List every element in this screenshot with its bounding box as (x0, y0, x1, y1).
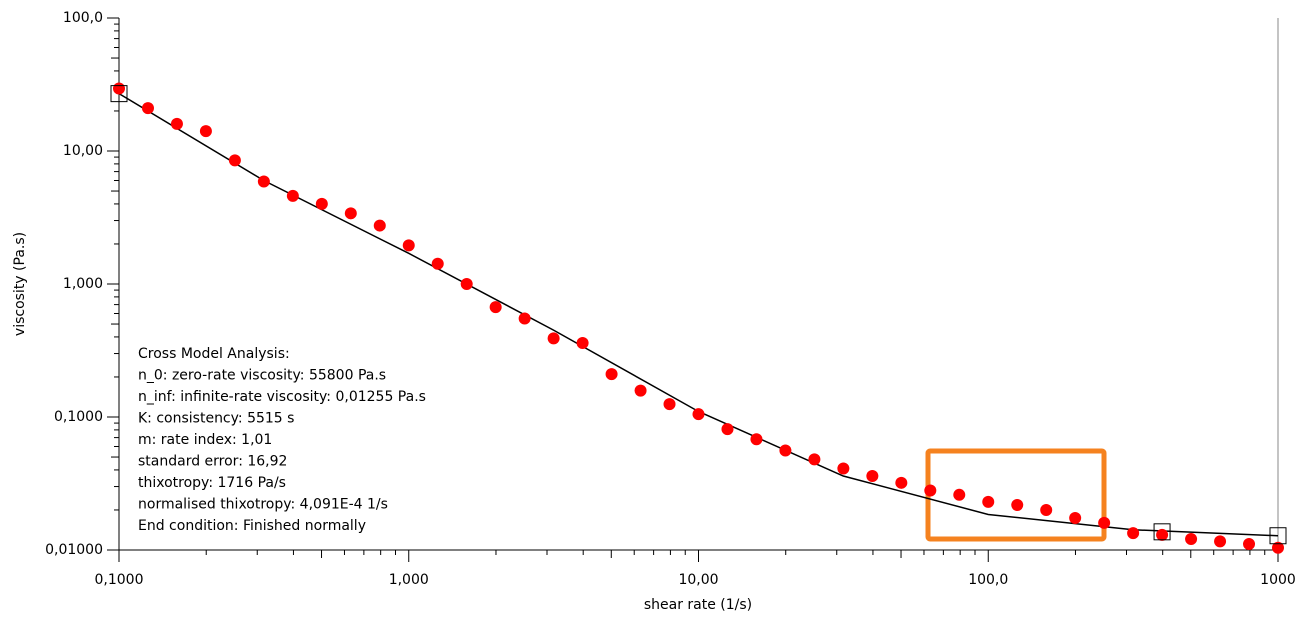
data-point (518, 312, 531, 325)
data-point (982, 495, 995, 508)
data-point (634, 384, 647, 397)
annotation-line: m: rate index: 1,01 (138, 432, 272, 448)
annotation-line: standard error: 16,92 (138, 454, 287, 470)
data-point (1040, 503, 1053, 516)
annotation-line: normalised thixotropy: 4,091E-4 1/s (138, 497, 388, 513)
fit-marker (1153, 523, 1171, 541)
data-point (460, 278, 473, 290)
x-tick-label: 1,000 (389, 572, 429, 588)
data-point (1185, 532, 1198, 545)
y-tick-label: 0,01000 (45, 542, 103, 558)
annotation-line: n_inf: infinite-rate viscosity: 0,01255 … (138, 389, 426, 405)
data-point (721, 423, 734, 436)
data-point (1156, 528, 1169, 541)
data-point (779, 444, 792, 457)
data-point (1011, 498, 1024, 511)
data-point (199, 125, 212, 138)
data-point (1127, 527, 1140, 540)
data-point (344, 207, 357, 220)
data-point (170, 117, 183, 130)
y-tick-label: 0,1000 (54, 409, 103, 425)
data-point (692, 408, 705, 421)
x-tick-label: 0,1000 (95, 572, 144, 588)
data-point (373, 219, 386, 232)
data-point (808, 453, 821, 466)
x-tick-label: 10,00 (678, 572, 718, 588)
data-point (402, 239, 415, 252)
data-point (547, 332, 560, 345)
data-point (228, 154, 241, 167)
data-point (866, 470, 879, 483)
y-tick-label: 100,0 (63, 10, 103, 26)
data-point (431, 257, 444, 270)
data-point (1214, 535, 1227, 548)
annotation-line: End condition: Finished normally (138, 518, 366, 534)
y-tick-label: 1,000 (63, 276, 103, 292)
data-point (489, 301, 502, 314)
data-point (605, 368, 618, 381)
data-point (1098, 516, 1111, 529)
annotation-line: thixotropy: 1716 Pa/s (138, 475, 286, 491)
annotation-line: n_0: zero-rate viscosity: 55800 Pa.s (138, 368, 386, 384)
x-tick-label: 1000 (1260, 572, 1296, 588)
data-point (837, 462, 850, 475)
y-axis-label: viscosity (Pa.s) (12, 232, 28, 336)
data-point (1069, 512, 1082, 525)
data-point (141, 102, 154, 115)
data-point (895, 476, 908, 489)
data-point (286, 189, 299, 202)
fit-marker (110, 85, 128, 103)
data-point (1272, 541, 1284, 554)
data-point (953, 488, 966, 501)
data-point (1243, 537, 1256, 550)
annotation-line: Cross Model Analysis: (138, 346, 290, 362)
data-point (663, 398, 676, 411)
fit-marker (1269, 527, 1287, 545)
x-axis-label: shear rate (1/s) (644, 597, 752, 613)
y-tick-label: 10,00 (63, 143, 103, 159)
data-point (576, 337, 589, 350)
data-point (257, 175, 270, 188)
annotation-line: K: consistency: 5515 s (138, 411, 294, 427)
data-point (315, 197, 328, 210)
data-point (750, 433, 763, 446)
x-tick-label: 100,0 (968, 572, 1008, 588)
data-point (924, 484, 937, 497)
data-point (113, 82, 125, 95)
